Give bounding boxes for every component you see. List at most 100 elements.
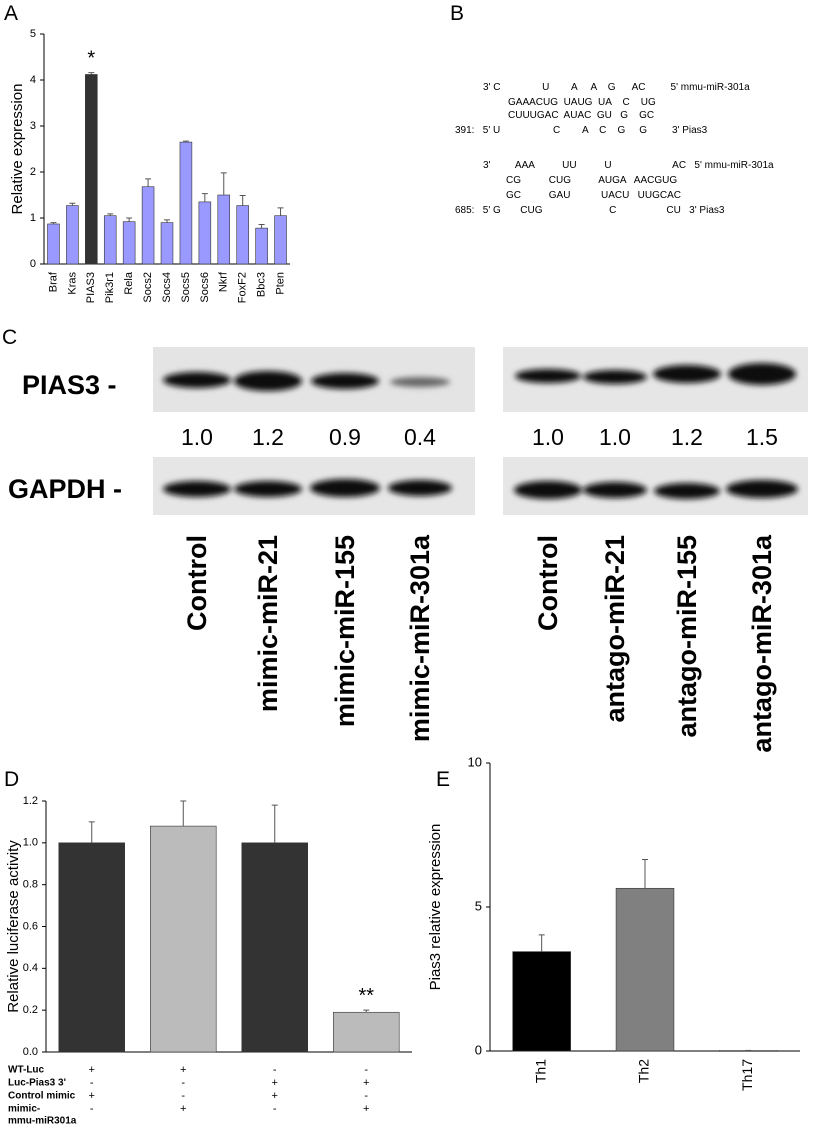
bar — [122, 221, 136, 265]
bar — [241, 842, 308, 1053]
error-bar — [220, 172, 227, 195]
y-axis-title: Pias3 relative expression — [427, 824, 444, 991]
condition-sign: - — [181, 1090, 185, 1102]
condition-sign: - — [90, 1077, 94, 1089]
error-bar — [239, 194, 246, 206]
bar — [103, 215, 117, 265]
x-tick-label: Pten — [274, 272, 286, 295]
sequence-line: CUUUGAC AUAC GU G GC — [508, 110, 654, 121]
bar — [512, 951, 571, 1052]
bar — [150, 825, 217, 1053]
x-tick-label: Socs6 — [199, 272, 211, 303]
y-tick-label: 0.8 — [23, 879, 38, 891]
bar — [66, 205, 79, 265]
condition-sign: - — [90, 1103, 94, 1115]
condition-label: Luc-Pias3 3' — [8, 1078, 66, 1089]
y-axis-title: Relative luciferase activity — [5, 840, 22, 1013]
x-tick-label: Kras — [66, 272, 78, 295]
sequence-line: GC GAU UACU UUGCAC — [506, 190, 681, 201]
x-tick-label: Th2 — [636, 1059, 652, 1083]
condition-label: mmu-miR301a — [8, 1116, 77, 1127]
condition-sign: - — [364, 1090, 368, 1102]
significance-label: ** — [358, 985, 374, 1007]
panel-label: C — [2, 326, 17, 349]
error-bar — [50, 222, 57, 224]
error-bar — [277, 207, 284, 216]
error-bar — [363, 1009, 370, 1013]
quantity: 1.0 — [181, 424, 213, 450]
bar — [179, 141, 193, 265]
bar — [85, 74, 98, 265]
condition-label: mimic- — [8, 1104, 40, 1115]
condition-sign: - — [273, 1103, 277, 1115]
bar — [236, 205, 249, 265]
y-tick-label: 1.0 — [23, 837, 38, 849]
y-tick-label: 2 — [30, 166, 36, 178]
error-bar — [145, 178, 152, 187]
y-tick-label: 3 — [30, 120, 36, 132]
x-tick-label: Rela — [123, 271, 135, 295]
y-tick-label: 0.2 — [23, 1004, 38, 1016]
error-bar — [201, 193, 208, 202]
condition-sign: - — [364, 1064, 368, 1076]
x-tick-label: Th1 — [532, 1059, 548, 1083]
bar — [58, 842, 125, 1053]
y-tick-label: 4 — [30, 74, 36, 86]
y-tick-label: 1.2 — [23, 795, 38, 807]
sequence-line: 685: 5' G CUG C CU 3' Pias3 — [455, 205, 725, 216]
quantity: 1.5 — [746, 424, 778, 450]
error-bar — [164, 219, 170, 223]
condition-sign: - — [181, 1077, 185, 1089]
error-bar — [538, 934, 545, 952]
condition-sign: + — [363, 1103, 369, 1115]
sequence-line: 391: 5' U C A C G G 3' Pias3 — [455, 125, 708, 136]
sequence-line: 3' AAA UU U AC 5' mmu-miR-301a — [483, 160, 774, 171]
quantity: 1.2 — [671, 424, 703, 450]
x-tick-label: Socs2 — [142, 272, 154, 303]
condition-sign: + — [363, 1077, 369, 1089]
x-tick-label: Braf — [47, 271, 59, 292]
row-label: GAPDH - — [8, 474, 122, 504]
x-tick-label: Pik3r1 — [104, 272, 116, 303]
quantity: 1.0 — [532, 424, 564, 450]
error-bar — [126, 217, 133, 222]
lane-label: mimic-miR-21 — [253, 535, 283, 712]
bar — [615, 887, 675, 1052]
y-tick-label: 0.6 — [23, 920, 38, 932]
y-tick-label: 0.0 — [23, 1046, 38, 1058]
panel-label: D — [4, 768, 19, 791]
error-bar — [180, 800, 187, 827]
quantity: 0.9 — [329, 424, 361, 450]
condition-label: WT-Luc — [8, 1065, 45, 1076]
sequence-line: CG CUG AUGA AACGUG — [506, 175, 677, 186]
bar — [274, 215, 287, 265]
bar — [198, 201, 212, 265]
quantity: 0.4 — [404, 424, 436, 450]
lane-label: Control — [533, 535, 563, 631]
x-tick-label: Nkrf — [218, 271, 230, 292]
lane-label: Control — [182, 535, 212, 631]
row-label: PIAS3 - — [22, 370, 117, 400]
error-bar — [69, 202, 76, 206]
y-tick-label: 0 — [475, 1042, 482, 1057]
y-tick-label: 1 — [30, 212, 36, 224]
error-bar — [642, 858, 648, 889]
condition-sign: - — [273, 1064, 277, 1076]
error-bar — [258, 223, 265, 229]
blot-bands — [163, 363, 798, 499]
error-bar — [88, 72, 95, 75]
condition-label: Control mimic — [8, 1091, 76, 1102]
x-tick-label: PIAS3 — [85, 272, 97, 303]
condition-sign: + — [89, 1064, 95, 1076]
x-tick-label: Socs4 — [161, 272, 173, 303]
lane-label: antago-miR-21 — [600, 535, 630, 723]
bar — [141, 186, 155, 265]
y-tick-label: 5 — [475, 898, 482, 913]
error-bar — [107, 213, 114, 216]
x-tick-label: Bbc3 — [256, 272, 268, 297]
bar — [47, 223, 60, 265]
y-tick-label: 0.4 — [23, 962, 38, 974]
condition-sign: + — [272, 1077, 278, 1089]
y-axis-title: Relative expression — [9, 84, 26, 215]
